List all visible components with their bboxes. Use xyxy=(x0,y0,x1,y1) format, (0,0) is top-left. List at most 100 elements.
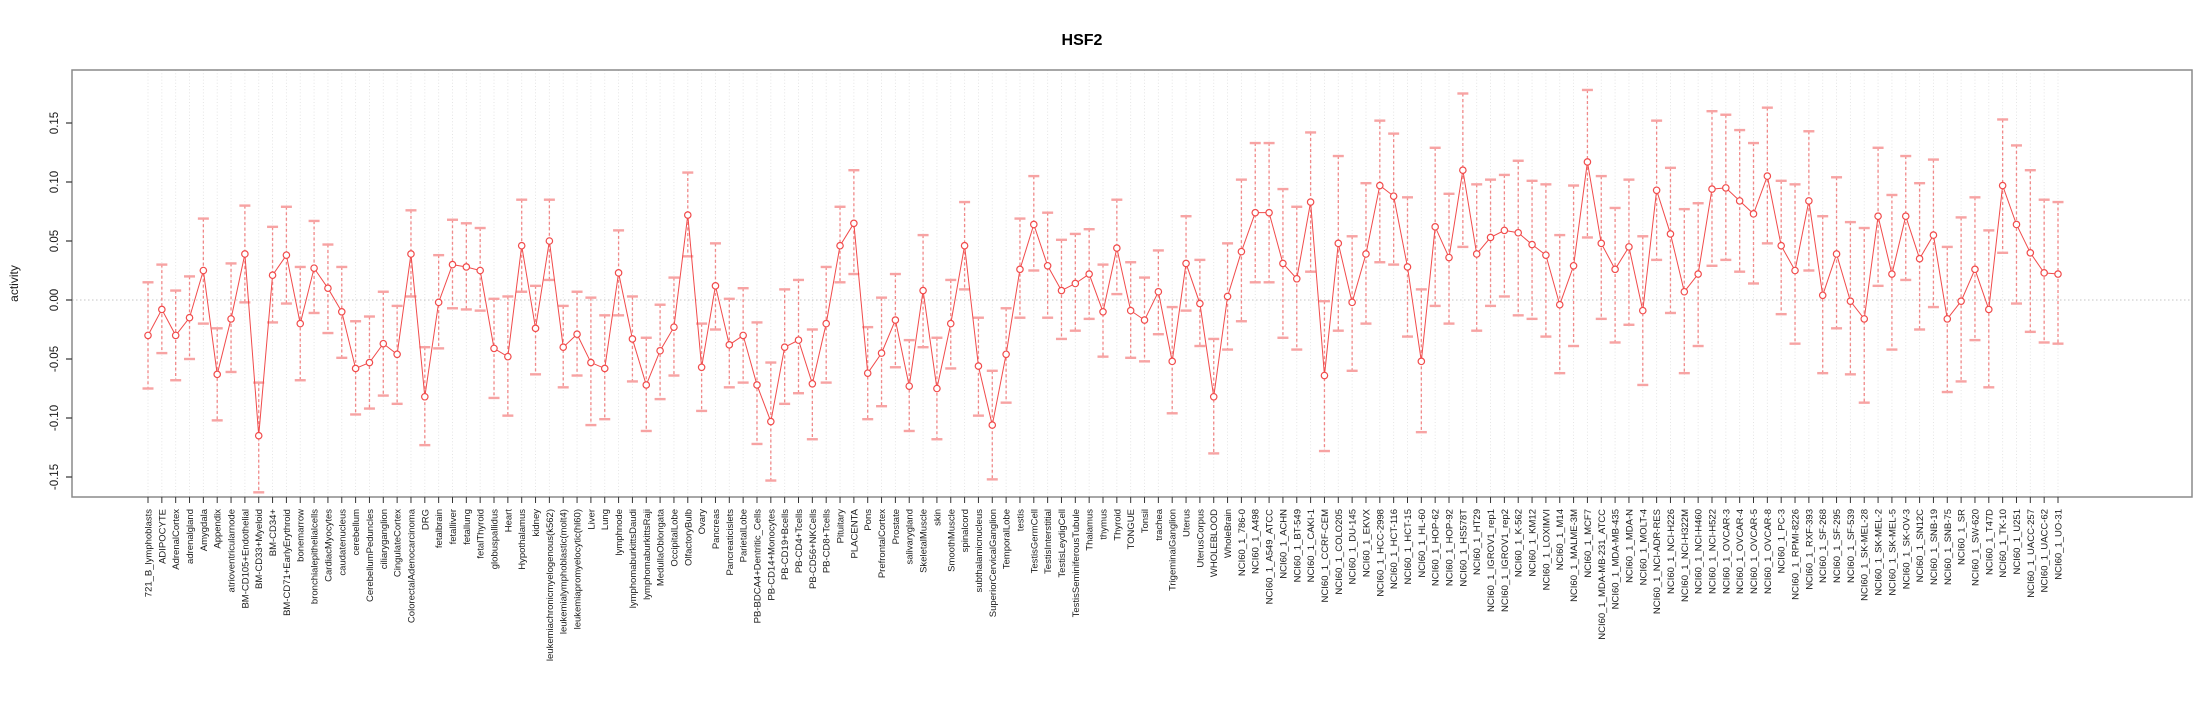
data-point xyxy=(1362,250,1370,258)
data-point xyxy=(199,266,208,275)
x-category-label: NCI60_1_HCC-2998 xyxy=(1375,509,1386,597)
data-point xyxy=(1140,316,1149,324)
data-point xyxy=(1901,212,1910,221)
data-point xyxy=(1708,185,1716,193)
x-category-label: TemporalLobe xyxy=(1002,509,1013,569)
x-category-label: Thalamus xyxy=(1085,509,1096,551)
x-category-label: lymphomaburkittsDaudi xyxy=(628,509,639,608)
x-category-label: NCI60_1_OVCAR-3 xyxy=(1721,509,1732,594)
x-category-label: ParietalLobe xyxy=(739,509,750,562)
x-category-label: NCI60_1_NCI-ADR-RES xyxy=(1652,509,1663,614)
data-point xyxy=(1085,270,1093,278)
data-point xyxy=(1597,239,1606,248)
data-point xyxy=(767,417,775,426)
x-category-label: globuspallidus xyxy=(490,509,501,569)
x-category-label: NCI60_1_UACC-62 xyxy=(2040,509,2051,592)
x-category-label: NCI60_1_LOXIMVI xyxy=(1541,509,1552,590)
data-point xyxy=(1251,208,1260,217)
data-point xyxy=(158,305,166,314)
data-point xyxy=(517,241,526,250)
data-point xyxy=(1472,250,1481,258)
data-point xyxy=(1971,265,1979,274)
data-point xyxy=(1196,299,1204,308)
data-point xyxy=(1292,274,1301,283)
x-category-label: TestisLeydigCell xyxy=(1057,509,1068,578)
data-point xyxy=(822,319,830,328)
x-category-label: SkeletalMuscle xyxy=(919,509,930,573)
x-category-label: Appendix xyxy=(213,509,224,549)
x-category-label: NCI60_1_HS578T xyxy=(1458,509,1469,587)
x-category-label: lymphomaburkittsRaji xyxy=(642,509,653,600)
data-point xyxy=(905,382,914,390)
x-category-label: NCI60_1_NCI-H226 xyxy=(1666,509,1677,594)
x-category-label: CingulateCortex xyxy=(393,509,404,577)
data-point xyxy=(1376,181,1384,190)
x-category-label: NCI60_1_MDA-N xyxy=(1624,509,1635,583)
x-category-label: NCI60_1_SW-620 xyxy=(1970,509,1981,586)
data-point xyxy=(476,266,484,275)
data-point xyxy=(1652,186,1661,195)
x-category-label: BM-CD33+Myeloid xyxy=(254,509,265,589)
data-point xyxy=(1154,287,1163,296)
data-point xyxy=(614,269,623,277)
x-category-label: NCI60_1_SR xyxy=(1957,509,1968,565)
data-point xyxy=(573,330,581,339)
x-category-label: NCI60_1_NCI-H460 xyxy=(1694,509,1705,594)
x-category-label: NCI60_1_MDA-MB-435 xyxy=(1611,509,1622,609)
x-category-label: NCI60_1_EKVX xyxy=(1361,508,1372,577)
data-point xyxy=(628,335,637,343)
data-point xyxy=(1929,231,1938,239)
data-point xyxy=(1334,239,1343,248)
data-point xyxy=(1279,259,1287,268)
data-point xyxy=(1445,253,1453,262)
x-category-label: AdrenalCortex xyxy=(171,509,182,570)
x-category-label: Liver xyxy=(586,509,597,530)
data-point xyxy=(1320,371,1329,380)
x-category-label: SmoothMuscle xyxy=(946,509,957,572)
x-category-label: BM-CD105+Endothelial xyxy=(240,509,251,609)
data-point xyxy=(365,358,374,367)
data-point xyxy=(2040,269,2048,277)
x-category-label: ciliaryganglion xyxy=(379,509,390,569)
x-category-label: NCI60_1_MALME-3M xyxy=(1569,509,1580,602)
data-point xyxy=(670,323,678,331)
data-point xyxy=(1043,261,1052,270)
data-point xyxy=(254,431,263,440)
data-point xyxy=(2012,220,2021,229)
data-point xyxy=(1998,181,2007,190)
x-category-label: NCI60_1_SNB-75 xyxy=(1943,509,1954,585)
x-category-label: TestisSeminiferousTubule xyxy=(1071,509,1082,617)
data-point xyxy=(351,364,360,373)
x-category-label: Pituitary xyxy=(836,509,847,544)
x-category-label: NCI60_1_M14 xyxy=(1555,509,1566,570)
x-category-label: PB-CD4+Tcells xyxy=(794,509,805,573)
x-category-label: PB-CD8+Tcells xyxy=(822,509,833,573)
data-point xyxy=(1984,305,1993,314)
data-point xyxy=(836,241,844,250)
x-category-label: NCI60_1_HCT-116 xyxy=(1389,509,1400,589)
x-category-label: testis xyxy=(1015,509,1026,531)
data-point xyxy=(462,263,471,271)
x-category-label: NCI60_1_KM12 xyxy=(1528,509,1539,577)
x-category-label: NCI60_1_SK-MEL-5 xyxy=(1887,509,1898,596)
x-category-label: PLACENTA xyxy=(849,508,860,558)
x-category-label: NCI60_1_HCT-15 xyxy=(1403,509,1414,585)
x-category-label: Pancreaticislets xyxy=(725,509,736,576)
data-point xyxy=(185,313,194,322)
data-point xyxy=(683,211,692,219)
data-point xyxy=(1888,270,1896,278)
data-point xyxy=(794,336,803,344)
data-point xyxy=(559,343,568,352)
x-category-label: leukemiapromyelocytic(hl60) xyxy=(573,509,584,629)
data-point xyxy=(1126,306,1135,315)
data-point xyxy=(1749,210,1758,218)
x-category-label: NCI60_1_IGROV1_rep2 xyxy=(1500,509,1511,612)
data-point xyxy=(434,298,443,307)
x-category-label: BM-CD71+EarlyErythroid xyxy=(282,509,293,616)
data-point xyxy=(863,369,872,377)
data-point xyxy=(1348,298,1356,307)
x-category-label: leukemialymphoblastic(molt4) xyxy=(559,509,570,634)
x-category-label: trachea xyxy=(1154,508,1165,540)
data-point xyxy=(642,381,651,389)
